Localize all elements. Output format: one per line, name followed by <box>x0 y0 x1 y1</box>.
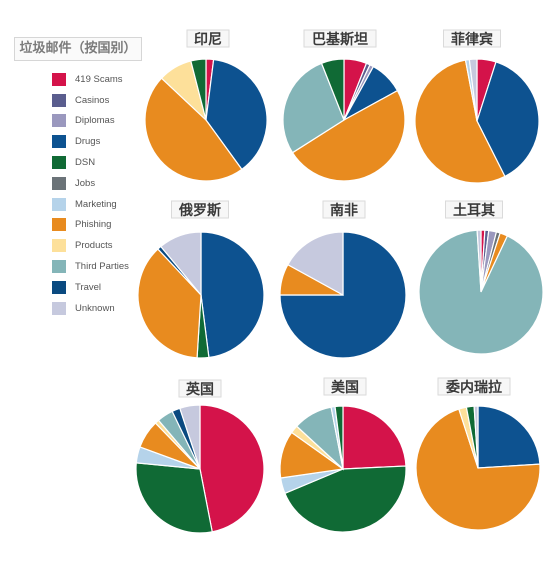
pie-slice <box>144 77 243 182</box>
legend-swatch <box>52 197 66 211</box>
chart-title: 菲律宾 <box>451 31 493 48</box>
pie-slice <box>320 58 345 121</box>
pie-slice <box>477 405 541 469</box>
chart-title-box <box>171 200 229 219</box>
legend-label: Travel <box>75 281 102 293</box>
pie-slice <box>468 58 478 122</box>
chart-title: 美国 <box>331 379 359 396</box>
legend-swatch <box>52 72 66 86</box>
legend-item: Casinos <box>52 90 129 111</box>
legend-item: Products <box>52 235 129 256</box>
legend: 419 Scams Casinos Diplomas Drugs DSN Jobs Mark… <box>52 69 129 319</box>
pie-slice <box>473 405 479 469</box>
chart-title-box <box>323 377 367 396</box>
pie-slice <box>199 404 265 533</box>
chart-title-box <box>186 29 230 48</box>
chart-title: 土耳其 <box>453 202 495 219</box>
pie-slice <box>135 462 213 534</box>
chart-title: 南非 <box>330 202 358 219</box>
legend-item: 419 Scams <box>52 69 129 90</box>
legend-item: Phishing <box>52 215 129 236</box>
pie-chart: 英国 <box>135 379 265 534</box>
legend-label: Jobs <box>75 177 96 189</box>
pie-chart: 印尼 <box>144 29 268 182</box>
pie-chart: 美国 <box>279 377 407 533</box>
pie-slice <box>137 248 202 359</box>
chart-title-box <box>322 200 366 219</box>
chart-title-box <box>437 377 511 396</box>
pie-chart: 土耳其 <box>418 200 544 355</box>
legend-swatch <box>52 114 66 128</box>
legend-swatch <box>52 260 66 274</box>
legend-item: Travel <box>52 277 129 298</box>
legend-label: Unknown <box>75 302 115 314</box>
legend-swatch <box>52 218 66 232</box>
pie-slice <box>205 58 268 171</box>
legend-label: DSN <box>75 157 96 169</box>
pie-slice <box>200 231 265 359</box>
pie-slice <box>418 229 544 355</box>
legend-label: Products <box>75 240 113 252</box>
legend-label: Marketing <box>75 198 117 210</box>
chart-title-box <box>443 29 501 48</box>
pie-slice <box>291 89 406 182</box>
pie-chart: 菲律宾 <box>414 29 540 184</box>
pie-slice <box>342 405 407 470</box>
pie-slice <box>284 465 407 533</box>
chart-title-box <box>178 379 222 398</box>
legend-swatch <box>52 301 66 315</box>
pie-slice <box>282 62 345 154</box>
legend-item: Diplomas <box>52 111 129 132</box>
pie-slice <box>414 59 506 184</box>
legend-swatch <box>52 135 66 149</box>
legend-item: Jobs <box>52 173 129 194</box>
pie-slice <box>415 408 541 531</box>
legend-item: Third Parties <box>52 256 129 277</box>
chart-title-box <box>303 29 377 48</box>
legend-label: 419 Scams <box>75 73 123 85</box>
chart-title: 委内瑞拉 <box>445 379 502 396</box>
legend-label: Casinos <box>75 94 110 106</box>
pie-chart: 委内瑞拉 <box>415 377 541 531</box>
legend-swatch <box>52 176 66 190</box>
legend-item: DSN <box>52 152 129 173</box>
chart-title: 英国 <box>185 381 214 398</box>
legend-label: Third Parties <box>75 261 129 273</box>
pie-slice <box>286 231 344 297</box>
legend-title: 垃圾邮件（按国别） <box>14 37 142 61</box>
pie-chart: 俄罗斯 <box>137 200 265 359</box>
pie-slice <box>179 404 201 470</box>
legend-item: Drugs <box>52 131 129 152</box>
legend-swatch <box>52 239 66 253</box>
legend-item: Unknown <box>52 298 129 319</box>
legend-label: Drugs <box>75 136 101 148</box>
legend-swatch <box>52 93 66 107</box>
legend-label: Phishing <box>75 219 112 231</box>
pie-slice <box>334 405 344 470</box>
pie-chart: 巴基斯坦 <box>282 29 406 182</box>
pie-slice <box>190 58 207 121</box>
legend-label: Diplomas <box>75 115 115 127</box>
pie-slice <box>476 61 540 178</box>
chart-title: 巴基斯坦 <box>312 31 368 48</box>
legend-swatch <box>52 156 66 170</box>
pie-slice <box>476 229 482 293</box>
chart-title: 印尼 <box>194 31 222 48</box>
chart-title: 俄罗斯 <box>178 202 221 219</box>
chart-title-box <box>445 200 503 219</box>
legend-item: Marketing <box>52 194 129 215</box>
legend-swatch <box>52 280 66 294</box>
pie-chart: 南非 <box>279 200 407 359</box>
pie-slice <box>159 231 202 297</box>
